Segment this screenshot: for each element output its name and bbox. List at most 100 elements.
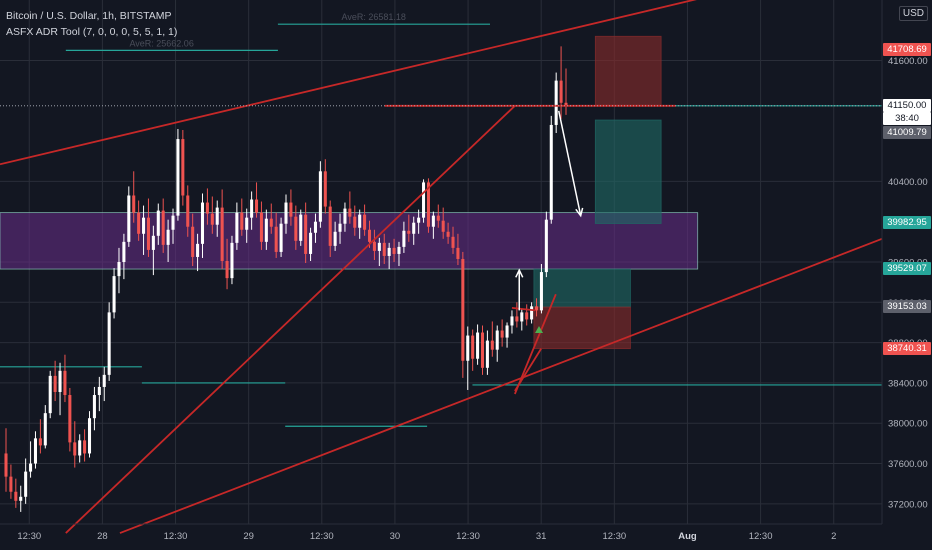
candle-body <box>313 221 317 233</box>
candle-body <box>230 242 234 279</box>
candle-body <box>397 246 401 254</box>
price-tag: 41708.69 <box>883 42 931 56</box>
candle-body <box>382 242 386 256</box>
candle-body <box>92 395 96 419</box>
candle-body <box>210 213 214 225</box>
indicator-title[interactable]: ASFX ADR Tool (7, 0, 0, 0, 5, 5, 1, 1) <box>6 26 178 38</box>
trendline <box>0 0 697 166</box>
candle-body <box>535 306 539 311</box>
candle-body <box>358 214 362 228</box>
candle-body <box>422 182 426 218</box>
symbol-title[interactable]: Bitcoin / U.S. Dollar, 1h, BITSTAMP <box>6 10 172 22</box>
candle-body <box>446 231 450 237</box>
candle-body <box>505 325 509 338</box>
candle-body <box>436 215 440 221</box>
candle-body <box>122 241 126 262</box>
candle-body <box>353 216 357 228</box>
candle-body <box>33 438 37 464</box>
candle-body <box>97 386 101 396</box>
x-tick-label: 12:30 <box>164 531 188 542</box>
candle-body <box>480 332 485 368</box>
trendline <box>119 237 883 534</box>
candle-body <box>107 312 111 375</box>
candle-body <box>225 260 229 279</box>
candle-body <box>451 236 455 248</box>
candle-body <box>318 171 322 222</box>
candle-body <box>186 195 190 227</box>
candle-body <box>269 218 273 227</box>
price-tag: 38:40 <box>883 111 931 125</box>
candle-body <box>412 222 416 234</box>
candle-body <box>338 223 342 232</box>
candle-body <box>73 442 77 456</box>
candle-body <box>78 440 82 456</box>
candle-body <box>348 208 352 217</box>
candle-body <box>392 247 396 254</box>
trendline <box>65 105 516 534</box>
candle-body <box>29 463 33 472</box>
candle-body <box>58 370 62 392</box>
arrow-shaft <box>558 110 582 216</box>
candle-body <box>530 306 534 320</box>
candle-body <box>294 216 298 241</box>
candle-body <box>299 214 303 241</box>
candle-body <box>4 453 8 477</box>
trendline <box>511 306 536 312</box>
candle-body <box>250 199 254 218</box>
y-tick-label: 40400.00 <box>888 177 928 188</box>
candle-body <box>117 262 121 277</box>
price-tag: 38740.31 <box>883 341 931 355</box>
trendlines <box>0 0 883 534</box>
candle-body <box>525 312 529 320</box>
candle-body <box>274 226 278 252</box>
y-tick-label: 38400.00 <box>888 378 928 389</box>
candle-body <box>333 231 337 246</box>
candle-body <box>544 219 548 273</box>
zone-purple <box>0 212 699 270</box>
adr-label: AveR: 26581.18 <box>342 12 406 22</box>
candle-body <box>240 212 244 230</box>
candlestick-series <box>4 46 568 512</box>
candle-body <box>323 171 327 207</box>
candle-body <box>83 440 87 454</box>
candle-body <box>255 199 259 213</box>
candle-body <box>181 139 185 196</box>
candle-body <box>461 258 465 361</box>
candle-body <box>387 247 391 256</box>
trendline <box>514 293 557 395</box>
chart-zones <box>0 35 699 350</box>
candle-body <box>112 276 116 313</box>
candle-body <box>264 218 268 242</box>
candle-body <box>309 232 313 254</box>
candle-body <box>191 226 195 257</box>
candle-body <box>132 195 136 213</box>
candle-body <box>176 139 180 216</box>
candle-body <box>245 217 249 230</box>
x-tick-label: 31 <box>536 531 547 542</box>
x-tick-label: 30 <box>390 531 401 542</box>
candle-body <box>63 370 67 396</box>
y-tick-label: 41600.00 <box>888 56 928 67</box>
candle-body <box>367 229 372 242</box>
currency-button[interactable]: USD <box>898 6 928 21</box>
candle-body <box>426 182 430 227</box>
adr-label: AveR: 25662.06 <box>129 38 193 48</box>
candle-body <box>166 229 170 245</box>
candle-body <box>539 272 543 311</box>
candle-body <box>515 316 519 322</box>
candle-body <box>564 102 568 106</box>
buy-signal-icon <box>535 326 543 333</box>
candle-body <box>137 212 141 234</box>
candle-body <box>495 330 499 350</box>
zone-stop <box>594 35 662 107</box>
candle-body <box>343 208 347 224</box>
y-tick-label: 37600.00 <box>888 459 928 470</box>
candle-body <box>279 223 283 252</box>
candle-body <box>549 124 553 220</box>
x-tick-label: 28 <box>97 531 108 542</box>
candle-body <box>53 375 57 392</box>
candle-body <box>43 413 47 446</box>
candle-body <box>476 332 480 359</box>
y-tick-label: 38000.00 <box>888 419 928 430</box>
